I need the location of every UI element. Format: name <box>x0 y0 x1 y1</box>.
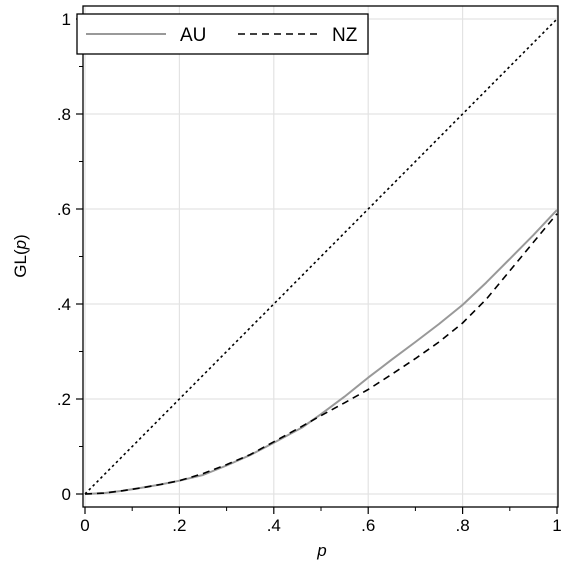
y-tick-label: .4 <box>57 295 71 314</box>
y-tick-label: .8 <box>57 105 71 124</box>
y-axis-label-prefix: GL( <box>11 249 30 278</box>
x-tick-label: 0 <box>80 516 89 535</box>
series-line-nz <box>84 213 558 495</box>
y-axis-label-var: p <box>11 240 30 250</box>
ticks: 0 .2 .4 .6 .8 1 0 .2 .4 .6 .8 1 <box>57 10 562 535</box>
y-tick-label: 0 <box>62 485 71 504</box>
x-tick-label: 1 <box>552 516 561 535</box>
y-tick-label: .6 <box>57 200 71 219</box>
legend-label-nz: NZ <box>332 25 358 46</box>
x-tick-label: .4 <box>267 516 281 535</box>
x-tick-label: .6 <box>361 516 375 535</box>
y-tick-label: .2 <box>57 390 71 409</box>
equality-line <box>84 18 558 495</box>
x-tick-label: .8 <box>456 516 470 535</box>
grid-lines <box>83 6 558 507</box>
legend: AU NZ <box>76 13 369 55</box>
x-tick-label: .2 <box>172 516 186 535</box>
legend-label-au: AU <box>180 25 206 46</box>
series-lines <box>84 18 558 495</box>
y-axis-label: GL(p) <box>11 234 30 277</box>
y-axis-label-suffix: ) <box>11 234 30 240</box>
x-axis-label: p <box>316 541 326 560</box>
y-tick-label: 1 <box>62 10 71 29</box>
